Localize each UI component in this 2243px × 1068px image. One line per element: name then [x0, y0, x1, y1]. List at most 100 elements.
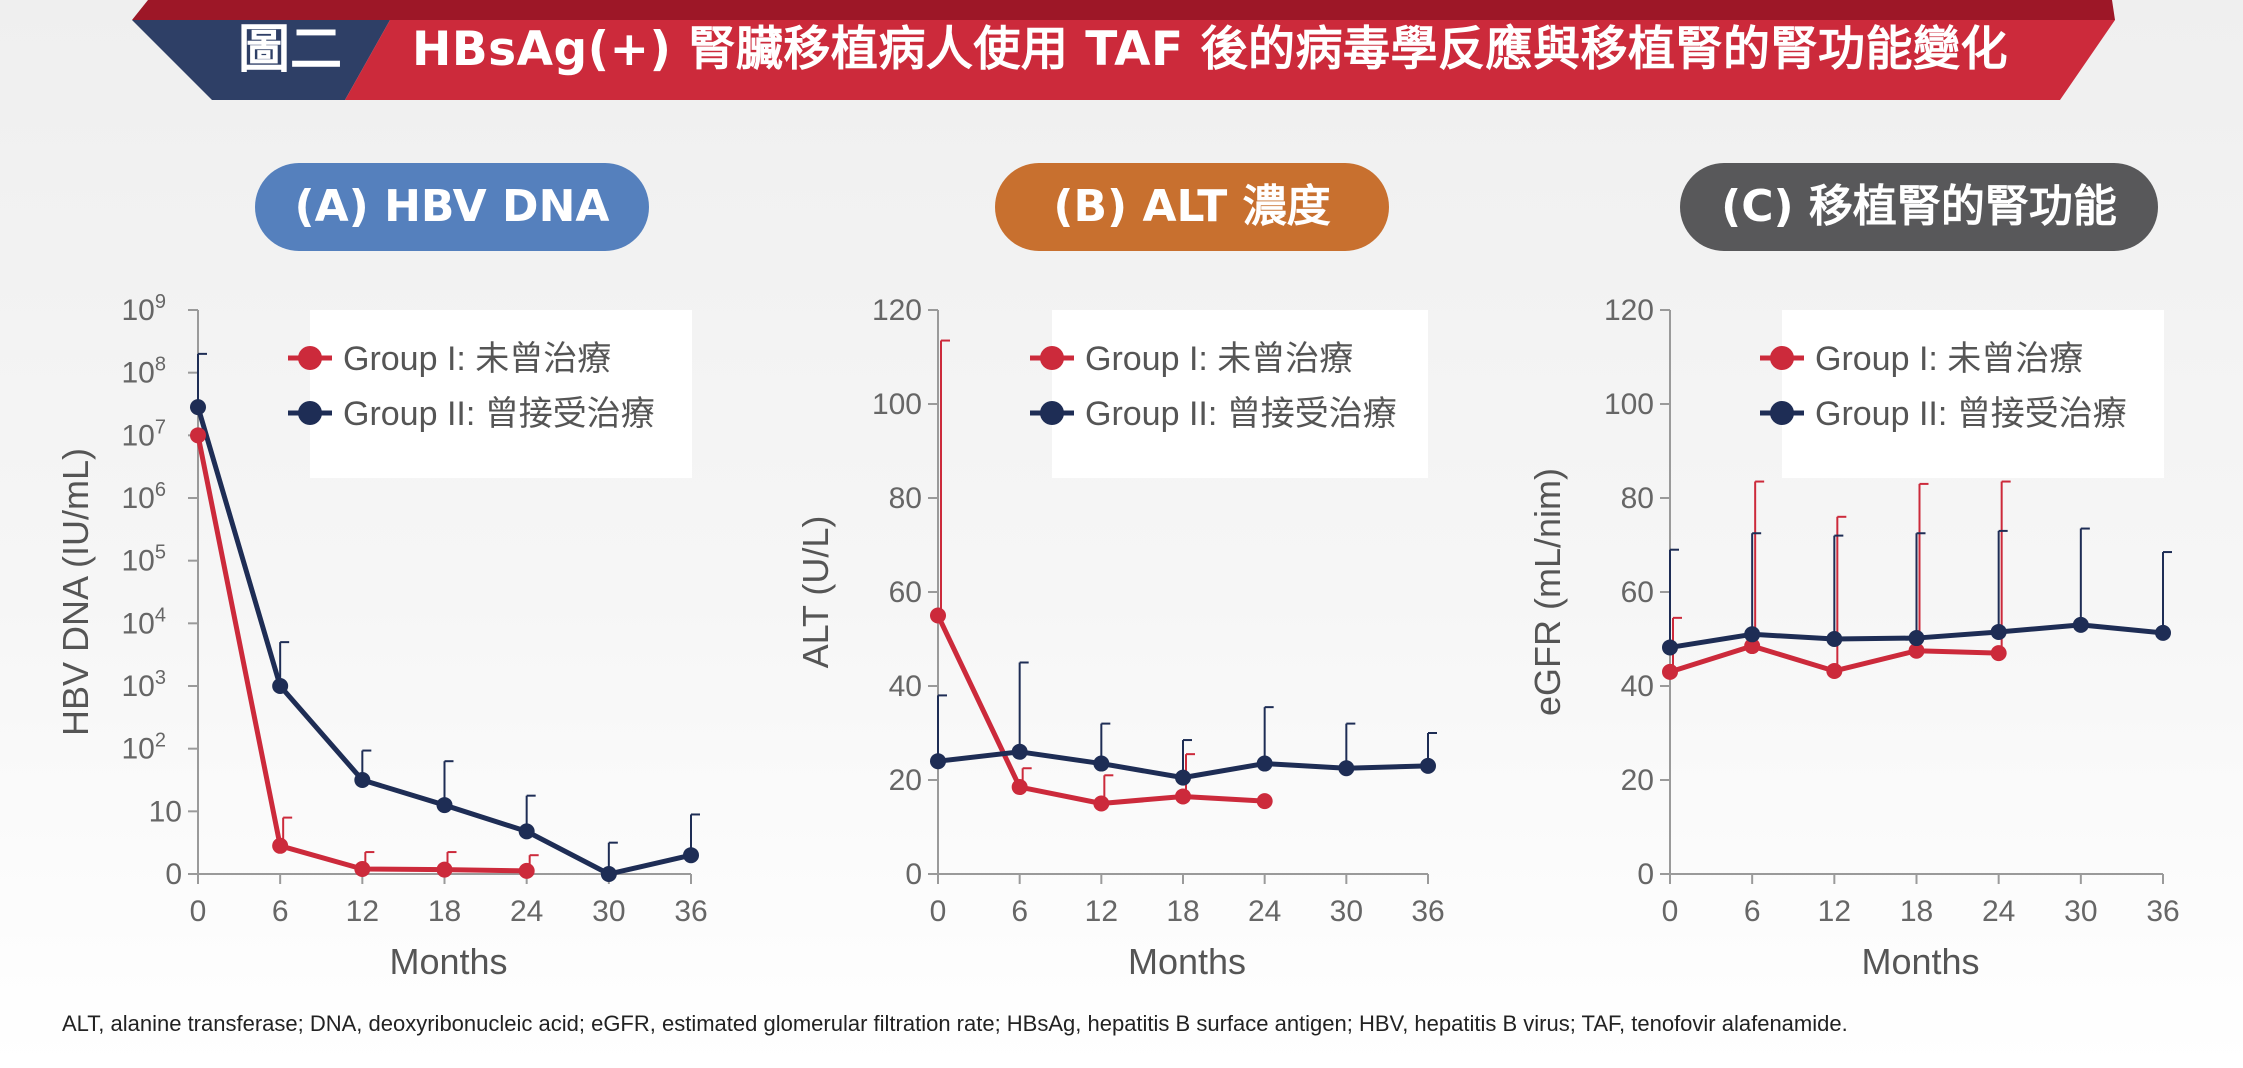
group-ii-point [1093, 755, 1110, 772]
x-tick-label: 0 [930, 895, 947, 928]
group-i-point [1093, 795, 1110, 812]
figure-label: 圖二 [237, 20, 342, 80]
y-tick-label: 0 [165, 858, 182, 891]
x-tick-label: 6 [1744, 895, 1761, 928]
group-i-point [930, 607, 946, 624]
x-tick-label: 6 [1011, 895, 1028, 928]
y-tick-label: 0 [1637, 858, 1654, 891]
group-ii-point [1826, 631, 1843, 647]
group-i-point [1175, 788, 1191, 805]
legend-group-ii-label: Group II: 曾接受治療 [1815, 395, 2127, 433]
group-i-point [190, 427, 206, 444]
group-i-point [1990, 645, 2007, 662]
x-tick-label: 36 [674, 895, 707, 928]
x-axis-label: Months [1128, 941, 1246, 982]
y-tick-label: 60 [1621, 576, 1654, 609]
x-tick-label: 30 [2064, 895, 2097, 928]
y-tick-label: 102 [122, 730, 167, 766]
group-ii-point [683, 847, 699, 864]
x-tick-label: 18 [428, 895, 461, 928]
group-ii-point [1338, 760, 1355, 777]
y-tick-label: 80 [1621, 482, 1654, 515]
group-ii-point [1175, 769, 1191, 786]
y-tick-label: 109 [122, 291, 167, 327]
x-tick-label: 24 [1982, 895, 2015, 928]
x-tick-label: 30 [592, 895, 625, 928]
panel-c-title: (C) 移植腎的腎功能 [1680, 163, 2158, 251]
legend-box [1052, 310, 1428, 478]
group-ii-point [1011, 743, 1028, 760]
y-tick-label: 60 [889, 576, 922, 609]
group-ii-point [600, 866, 617, 882]
y-tick-label: 0 [905, 858, 922, 891]
y-tick-label: 104 [122, 604, 167, 640]
legend-group-i-marker [1040, 346, 1064, 370]
y-tick-label: 100 [872, 388, 922, 421]
group-ii-point [190, 399, 206, 416]
panel-b-title: (B) ALT 濃度 [995, 163, 1389, 251]
y-tick-label: 20 [889, 764, 922, 797]
y-axis-label: ALT (U/L) [795, 516, 836, 669]
group-ii-point [1744, 626, 1761, 643]
figure-title: HBsAg(+) 腎臟移植病人使用 TAF 後的病毒學反應與移植腎的腎功能變化 [412, 22, 2008, 77]
group-ii-point [2155, 624, 2171, 641]
legend-group-ii-label: Group II: 曾接受治療 [1085, 395, 1397, 433]
y-tick-label: 120 [1604, 294, 1654, 327]
x-tick-label: 18 [1900, 895, 1933, 928]
x-tick-label: 12 [1085, 895, 1118, 928]
legend-group-i-marker [1770, 346, 1794, 370]
group-i-point [272, 837, 289, 854]
legend-box [310, 310, 692, 478]
title-banner: 圖二 HBsAg(+) 腎臟移植病人使用 TAF 後的病毒學反應與移植腎的腎功能… [0, 0, 2243, 100]
group-i-point [518, 862, 535, 879]
y-tick-label: 20 [1621, 764, 1654, 797]
group-i-point [1744, 638, 1761, 655]
x-tick-label: 12 [346, 895, 379, 928]
group-ii-point [930, 753, 946, 770]
legend-box [1782, 310, 2164, 478]
y-tick-label: 106 [122, 479, 167, 515]
x-axis-label: Months [389, 941, 507, 982]
x-tick-label: 6 [272, 895, 289, 928]
group-i-point [436, 861, 453, 878]
group-i-point [1256, 793, 1273, 810]
y-tick-label: 108 [122, 354, 167, 390]
y-axis-label: HBV DNA (IU/mL) [55, 448, 96, 736]
group-ii-point [436, 797, 453, 814]
y-tick-label: 40 [1621, 670, 1654, 703]
legend-group-ii-marker [1770, 401, 1794, 425]
group-i-point [1826, 662, 1843, 679]
group-ii-point [272, 678, 289, 694]
y-tick-label: 103 [122, 667, 167, 703]
group-i-point [1662, 663, 1678, 680]
legend-group-i-marker [298, 346, 322, 370]
group-ii-point [1256, 755, 1273, 772]
y-tick-label: 105 [122, 542, 167, 578]
x-axis-label: Months [1861, 941, 1979, 982]
group-ii-point [1990, 623, 2007, 640]
group-ii-point [1908, 630, 1925, 647]
group-i-point [354, 860, 371, 877]
x-tick-label: 30 [1330, 895, 1363, 928]
group-ii-point [1420, 757, 1436, 774]
y-tick-label: 10 [149, 795, 182, 828]
x-tick-label: 0 [1662, 895, 1679, 928]
legend-group-i-label: Group I: 未曾治療 [1815, 340, 2083, 378]
y-tick-label: 100 [1604, 388, 1654, 421]
y-tick-label: 80 [889, 482, 922, 515]
group-ii-point [2072, 616, 2089, 633]
x-tick-label: 36 [2146, 895, 2179, 928]
y-tick-label: 40 [889, 670, 922, 703]
legend-group-ii-marker [298, 401, 322, 425]
y-axis-label: eGFR (mL/nim) [1527, 468, 1568, 716]
footnote: ALT, alanine transferase; DNA, deoxyribo… [62, 1011, 1848, 1036]
group-ii-point [518, 823, 535, 840]
group-i-point [1011, 779, 1028, 796]
x-tick-label: 18 [1166, 895, 1199, 928]
legend-group-i-label: Group I: 未曾治療 [1085, 340, 1353, 378]
group-ii-point [354, 772, 371, 788]
panel-a-title: (A) HBV DNA [255, 163, 649, 251]
legend-group-ii-label: Group II: 曾接受治療 [343, 395, 655, 433]
